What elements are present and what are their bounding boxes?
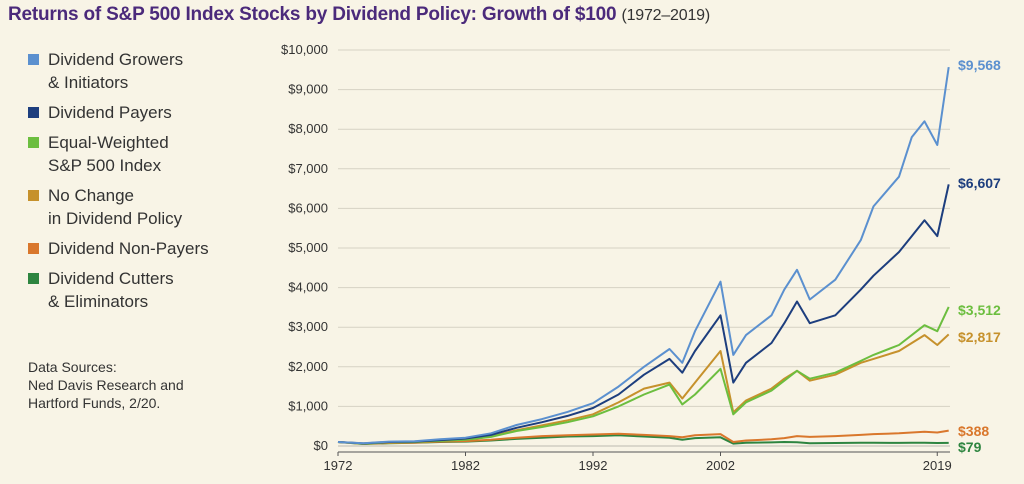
chart-title-years: (1972–2019) <box>621 7 710 24</box>
y-tick-label: $2,000 <box>288 359 328 374</box>
series-line-3 <box>337 333 950 445</box>
y-tick-label: $0 <box>314 438 328 453</box>
y-tick-label: $8,000 <box>288 121 328 136</box>
legend-item-non-payers: Dividend Non-Payers <box>28 237 258 260</box>
series-line-1 <box>337 184 950 445</box>
legend-item-no-change: No Change in Dividend Policy <box>28 184 258 230</box>
end-value-label-5: $79 <box>958 439 982 455</box>
legend-item-equal-weighted: Equal-Weighted S&P 500 Index <box>28 131 258 177</box>
series-line-0 <box>337 66 950 445</box>
data-source-note: Data Sources: Ned Davis Research and Har… <box>28 359 184 411</box>
legend-swatch-equal-weighted <box>28 137 39 148</box>
end-value-label-1: $6,607 <box>958 175 1001 191</box>
legend-label-growers: Dividend Growers & Initiators <box>48 50 184 92</box>
legend-label-equal-weighted: Equal-Weighted S&P 500 Index <box>48 133 169 175</box>
y-tick-label: $6,000 <box>288 200 328 215</box>
chart-legend: Dividend Growers & Initiators Dividend P… <box>28 48 258 320</box>
end-value-label-3: $2,817 <box>958 329 1001 345</box>
x-tick-label: 2019 <box>923 458 952 473</box>
y-tick-label: $3,000 <box>288 319 328 334</box>
x-tick-label: 1982 <box>451 458 480 473</box>
y-tick-label: $5,000 <box>288 240 328 255</box>
x-tick-label: 2002 <box>706 458 735 473</box>
series-line-4 <box>337 429 949 445</box>
legend-swatch-growers <box>28 54 39 65</box>
legend-swatch-no-change <box>28 190 39 201</box>
legend-item-payers: Dividend Payers <box>28 101 258 124</box>
y-tick-label: $1,000 <box>288 398 328 413</box>
end-value-label-4: $388 <box>958 423 989 439</box>
legend-label-no-change: No Change in Dividend Policy <box>48 186 183 228</box>
chart-title: Returns of S&P 500 Index Stocks by Divid… <box>8 4 710 26</box>
legend-label-payers: Dividend Payers <box>48 103 172 122</box>
x-tick-label: 1972 <box>324 458 353 473</box>
legend-label-cutters: Dividend Cutters & Eliminators <box>48 269 174 311</box>
end-value-label-0: $9,568 <box>958 57 1001 73</box>
y-tick-label: $4,000 <box>288 280 328 295</box>
y-tick-label: $7,000 <box>288 161 328 176</box>
series-line-2 <box>337 306 950 445</box>
legend-item-cutters: Dividend Cutters & Eliminators <box>28 267 258 313</box>
y-tick-label: $9,000 <box>288 82 328 97</box>
legend-swatch-payers <box>28 107 39 118</box>
legend-swatch-non-payers <box>28 243 39 254</box>
y-tick-label: $10,000 <box>281 42 328 57</box>
legend-item-growers: Dividend Growers & Initiators <box>28 48 258 94</box>
legend-swatch-cutters <box>28 273 39 284</box>
legend-label-non-payers: Dividend Non-Payers <box>48 239 209 258</box>
chart-title-main: Returns of S&P 500 Index Stocks by Divid… <box>8 4 617 25</box>
end-value-label-2: $3,512 <box>958 302 1001 318</box>
x-tick-label: 1992 <box>579 458 608 473</box>
